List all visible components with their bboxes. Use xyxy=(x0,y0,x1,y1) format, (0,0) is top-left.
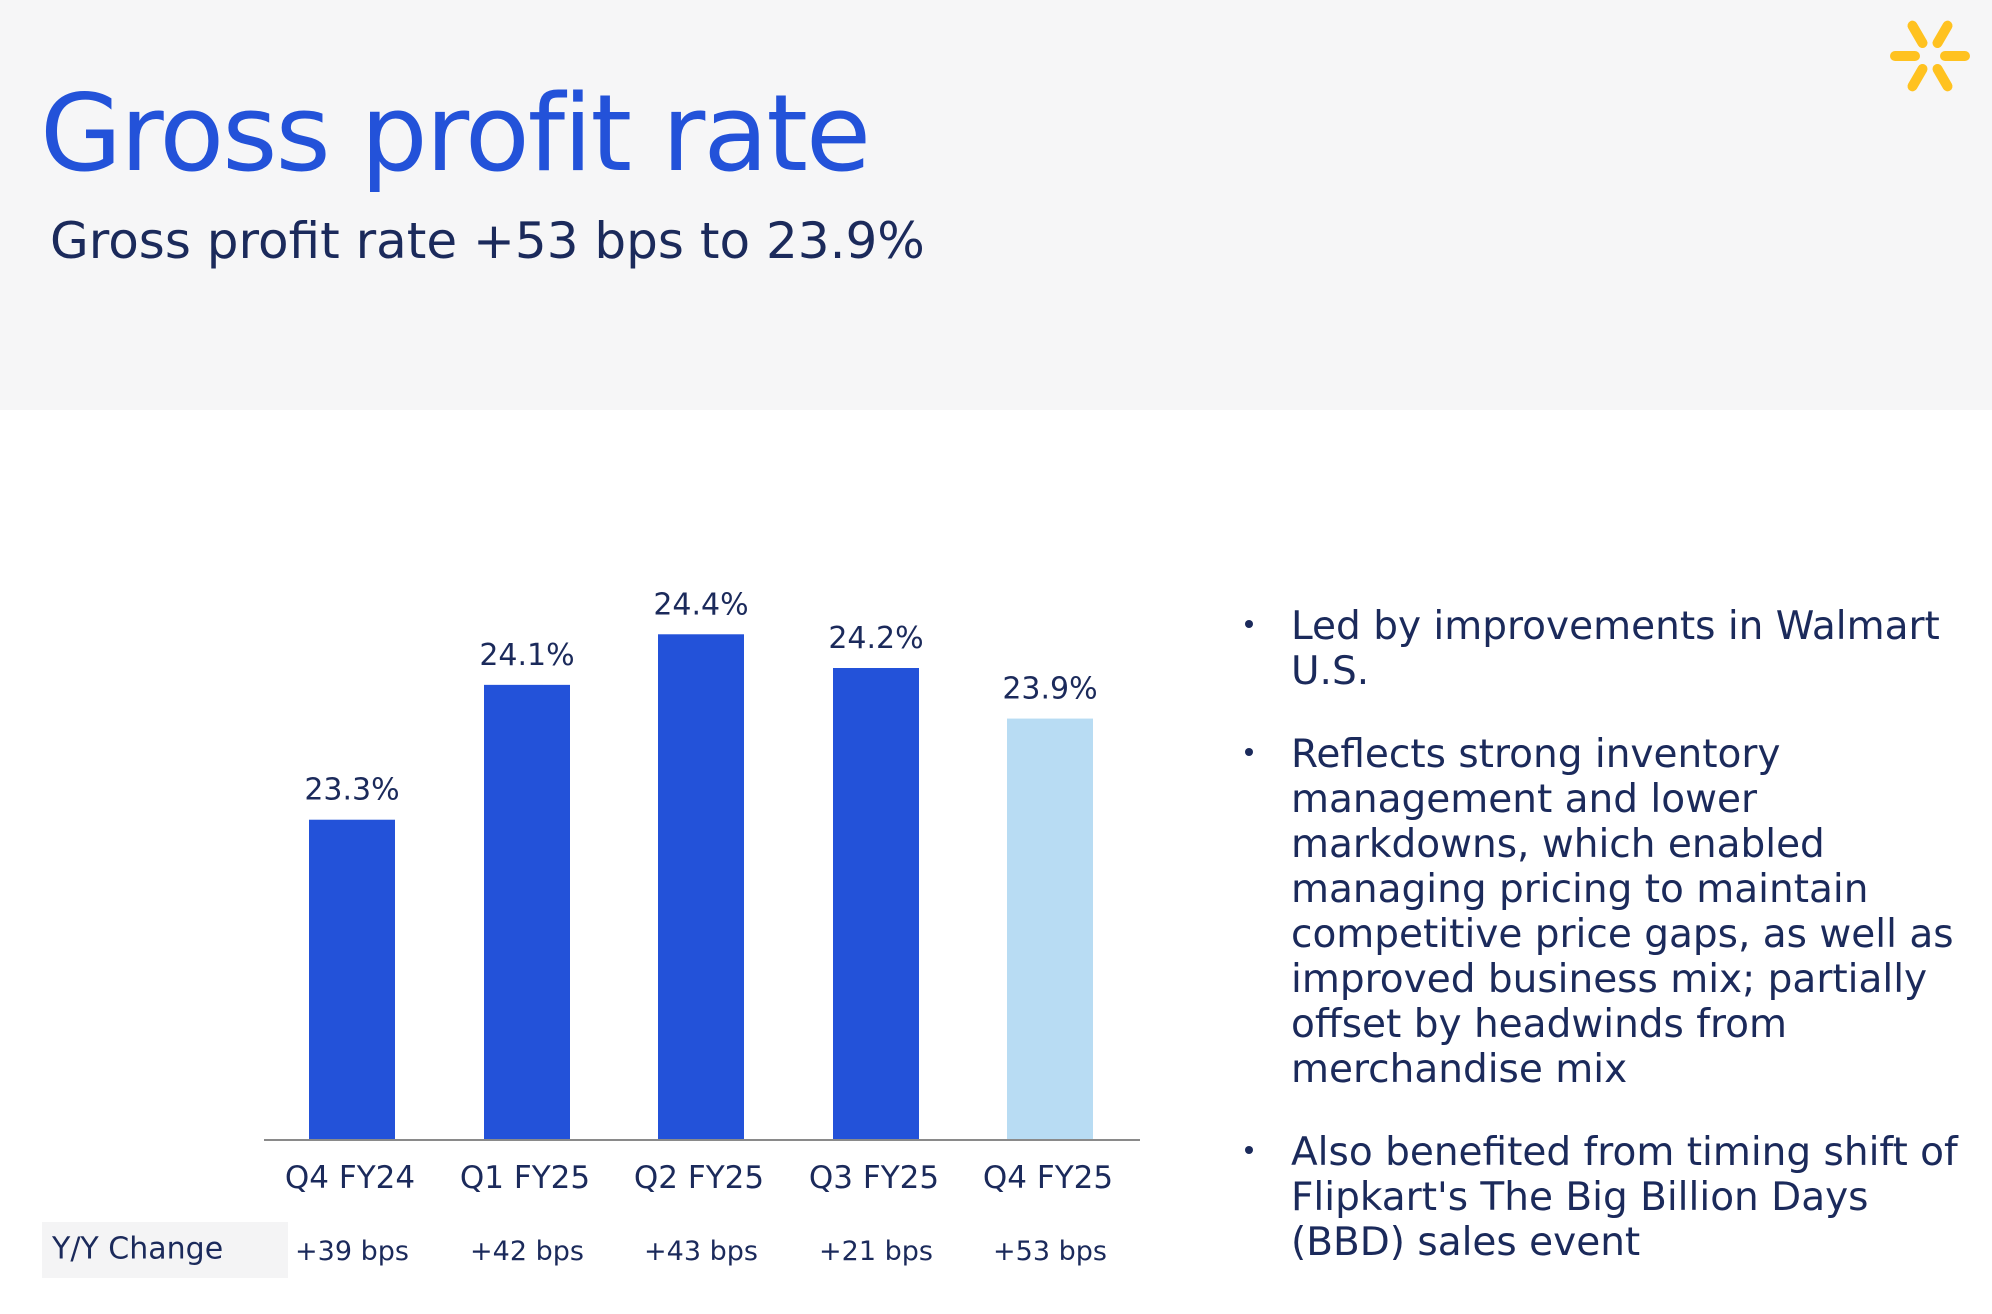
bar-q4-fy24 xyxy=(309,819,395,1140)
bars-layer xyxy=(309,634,1093,1140)
walmart-spark-icon xyxy=(1890,20,1970,92)
value-label: 24.1% xyxy=(479,638,574,673)
gross-profit-rate-bar-chart: 23.3% Q4 FY24 24.1% Q1 FY25 24.4% Q2 FY25 24.2… xyxy=(42,587,1140,1278)
bullet-text: Also benefited from timing shift of Flip… xyxy=(1291,1130,1958,1265)
bullet-item: Reflects strong inventory management and… xyxy=(1245,732,1965,1092)
value-label: 24.2% xyxy=(828,621,923,656)
value-label: 23.9% xyxy=(1002,672,1097,707)
labels-layer: 23.3% Q4 FY24 24.1% Q1 FY25 24.4% Q2 FY25 24.2… xyxy=(285,587,1113,1196)
category-label: Q4 FY24 xyxy=(285,1160,415,1196)
yoy-value: +21 bps xyxy=(819,1236,933,1267)
yoy-value: +43 bps xyxy=(644,1236,758,1267)
yoy-label: Y/Y Change xyxy=(51,1232,223,1267)
bullet-dot-icon xyxy=(1245,1146,1253,1154)
bar-q1-fy25 xyxy=(484,684,570,1140)
header-band: Gross profit rate Gross profit rate +53 … xyxy=(0,0,1992,410)
bullet-text: Led by improvements in Walmart U.S. xyxy=(1291,604,1940,694)
page-title: Gross profit rate xyxy=(40,72,871,195)
yoy-value: +39 bps xyxy=(295,1236,409,1267)
value-label: 23.3% xyxy=(304,773,399,808)
bullet-item: Also benefited from timing shift of Flip… xyxy=(1245,1130,1965,1265)
yoy-value: +53 bps xyxy=(993,1236,1107,1267)
bullet-item: Led by improvements in Walmart U.S. xyxy=(1245,604,1965,694)
yoy-layer: +39 bps +42 bps +43 bps +21 bps +53 bps xyxy=(295,1236,1107,1267)
yoy-label-background xyxy=(42,1222,288,1278)
bar-q2-fy25 xyxy=(658,634,744,1140)
yoy-value: +42 bps xyxy=(470,1236,584,1267)
category-label: Q3 FY25 xyxy=(809,1160,939,1196)
category-label: Q2 FY25 xyxy=(634,1160,764,1196)
category-label: Q1 FY25 xyxy=(460,1160,590,1196)
bullet-text: Reflects strong inventory management and… xyxy=(1291,732,1954,1092)
bar-q4-fy25 xyxy=(1007,718,1093,1140)
bullet-dot-icon xyxy=(1245,748,1253,756)
bullet-dot-icon xyxy=(1245,620,1253,628)
commentary-bullets: Led by improvements in Walmart U.S. Refle… xyxy=(1245,604,1965,1303)
value-label: 24.4% xyxy=(653,587,748,622)
category-label: Q4 FY25 xyxy=(983,1160,1113,1196)
bar-q3-fy25 xyxy=(833,668,919,1140)
page-subtitle: Gross profit rate +53 bps to 23.9% xyxy=(50,212,925,270)
